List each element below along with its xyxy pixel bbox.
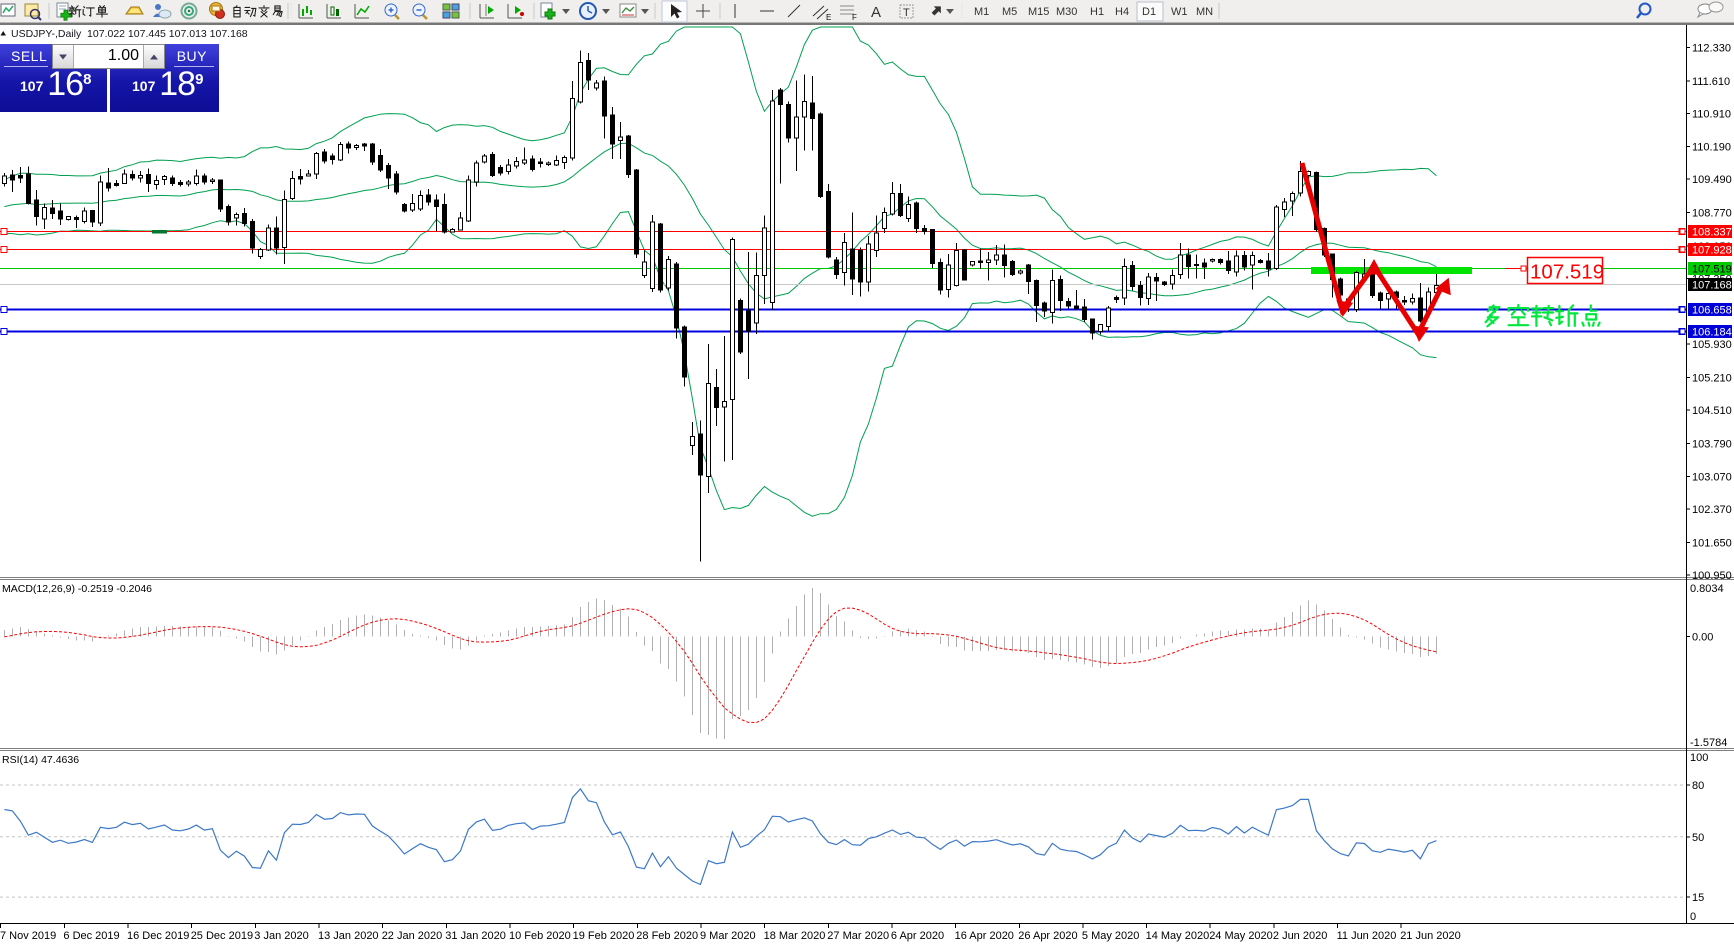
svg-text:5 May 2020: 5 May 2020	[1082, 930, 1139, 942]
svg-text:3 Jan 2020: 3 Jan 2020	[254, 930, 308, 942]
svg-text:M1: M1	[974, 6, 989, 18]
svg-text:50: 50	[1692, 832, 1704, 844]
svg-text:104.510: 104.510	[1692, 405, 1732, 417]
svg-text:MACD(12,26,9) -0.2519 -0.2046: MACD(12,26,9) -0.2519 -0.2046	[2, 583, 152, 595]
svg-text:106.184: 106.184	[1692, 327, 1732, 339]
svg-text:F: F	[852, 13, 857, 22]
svg-text:110.910: 110.910	[1692, 108, 1731, 120]
svg-text:27 Mar 2020: 27 Mar 2020	[827, 930, 889, 942]
svg-text:107.168: 107.168	[1692, 280, 1732, 292]
svg-text:-1.5784: -1.5784	[1690, 737, 1727, 749]
svg-text:H1: H1	[1090, 6, 1104, 18]
svg-text:107.519: 107.519	[1530, 261, 1604, 284]
svg-text:14 May 2020: 14 May 2020	[1146, 930, 1210, 942]
svg-text:2 Jun 2020: 2 Jun 2020	[1273, 930, 1327, 942]
svg-text:24 May 2020: 24 May 2020	[1209, 930, 1273, 942]
svg-text:16 Apr 2020: 16 Apr 2020	[955, 930, 1014, 942]
svg-text:D1: D1	[1142, 6, 1156, 18]
svg-text:103.070: 103.070	[1692, 472, 1732, 484]
svg-text:31 Jan 2020: 31 Jan 2020	[445, 930, 506, 942]
svg-text:21 Jun 2020: 21 Jun 2020	[1400, 930, 1461, 942]
svg-text:6 Apr 2020: 6 Apr 2020	[891, 930, 944, 942]
svg-text:T: T	[903, 7, 910, 19]
svg-text:100: 100	[1690, 752, 1708, 764]
svg-text:E: E	[826, 13, 831, 22]
svg-text:M5: M5	[1002, 6, 1017, 18]
svg-text:19 Feb 2020: 19 Feb 2020	[573, 930, 635, 942]
svg-text:102.370: 102.370	[1692, 504, 1732, 516]
svg-text:6 Dec 2019: 6 Dec 2019	[63, 930, 119, 942]
svg-text:USDJPY-,Daily 107.022 107.445: USDJPY-,Daily 107.022 107.445 107.013 10…	[11, 28, 248, 40]
svg-text:A: A	[871, 4, 881, 21]
svg-text:103.790: 103.790	[1692, 438, 1732, 450]
svg-text:109.490: 109.490	[1692, 174, 1732, 186]
svg-text:26 Apr 2020: 26 Apr 2020	[1018, 930, 1077, 942]
svg-text:W1: W1	[1171, 6, 1188, 18]
svg-text:22 Jan 2020: 22 Jan 2020	[382, 930, 443, 942]
svg-text:18 Mar 2020: 18 Mar 2020	[764, 930, 826, 942]
svg-text:101.650: 101.650	[1692, 538, 1732, 550]
svg-text:107.928: 107.928	[1692, 245, 1732, 257]
svg-text:16 Dec 2019: 16 Dec 2019	[127, 930, 189, 942]
svg-text:110.190: 110.190	[1692, 142, 1731, 154]
svg-text:M15: M15	[1028, 6, 1049, 18]
svg-text:7 Nov 2019: 7 Nov 2019	[0, 930, 56, 942]
svg-text:RSI(14) 47.4636: RSI(14) 47.4636	[2, 754, 79, 766]
svg-text:9 Mar 2020: 9 Mar 2020	[700, 930, 756, 942]
svg-text:28 Feb 2020: 28 Feb 2020	[636, 930, 698, 942]
svg-text:MN: MN	[1196, 6, 1213, 18]
svg-text:25 Dec 2019: 25 Dec 2019	[191, 930, 253, 942]
svg-text:100.950: 100.950	[1692, 570, 1732, 582]
svg-text:105.210: 105.210	[1692, 373, 1732, 385]
svg-text:108.770: 108.770	[1692, 208, 1732, 220]
svg-text:11 Jun 2020: 11 Jun 2020	[1337, 930, 1397, 942]
svg-text:107.519: 107.519	[1692, 264, 1732, 276]
svg-text:105.930: 105.930	[1692, 339, 1732, 351]
svg-text:10 Feb 2020: 10 Feb 2020	[509, 930, 571, 942]
svg-text:15: 15	[1692, 892, 1704, 904]
svg-text:80: 80	[1692, 780, 1704, 792]
svg-text:108.337: 108.337	[1692, 227, 1732, 239]
svg-text:111.610: 111.610	[1692, 76, 1730, 88]
svg-text:0.8034: 0.8034	[1690, 583, 1724, 595]
svg-text:0: 0	[1690, 911, 1696, 923]
svg-text:13 Jan 2020: 13 Jan 2020	[318, 930, 379, 942]
svg-text:0.00: 0.00	[1692, 631, 1713, 643]
svg-text:H4: H4	[1115, 6, 1129, 18]
svg-text:106.658: 106.658	[1692, 305, 1732, 317]
svg-text:M30: M30	[1056, 6, 1077, 18]
svg-text:112.330: 112.330	[1692, 43, 1731, 55]
